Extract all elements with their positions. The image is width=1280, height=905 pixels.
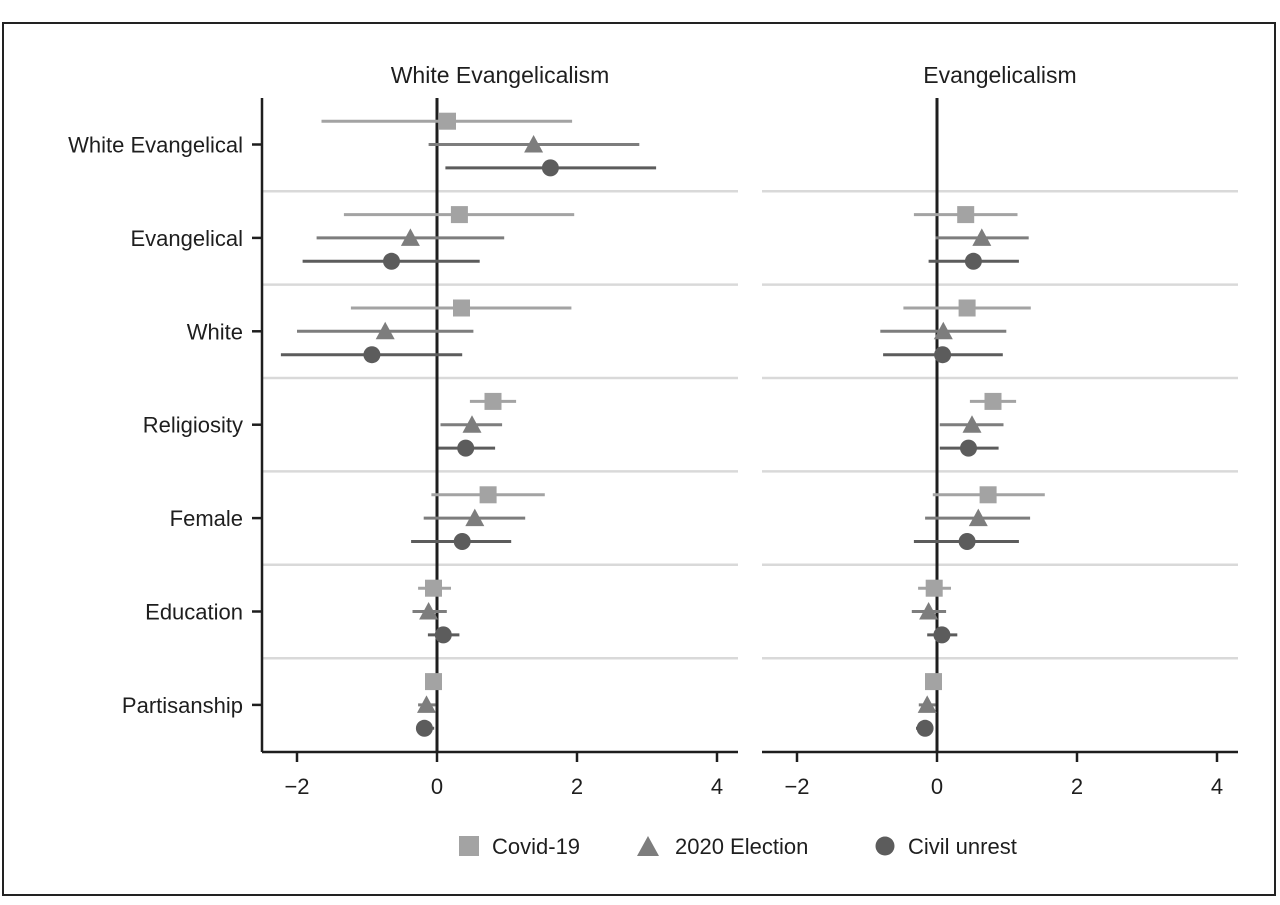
y-tick-label: White (187, 319, 243, 344)
panel-title: Evangelicalism (923, 62, 1076, 88)
point-covid-white-evangelical (439, 112, 456, 130)
legend-label-election: 2020 Election (675, 834, 808, 859)
point-unrest-evangelical (383, 252, 400, 270)
panel-evangelicalism: Evangelicalism −2 0 2 4 (762, 62, 1238, 799)
point-covid-religiosity (484, 392, 502, 410)
legend-label-covid: Covid-19 (492, 834, 580, 859)
y-tick-label: Education (145, 600, 243, 625)
point-election-religiosity (962, 415, 982, 433)
point-covid-white (453, 299, 470, 317)
legend-marker-unrest (875, 836, 895, 856)
panel-white-evangelicalism: White Evangelicalism White Evangelical Ev… (68, 62, 738, 799)
x-tick-label: 4 (1211, 774, 1223, 799)
y-tick-label: Female (170, 506, 243, 531)
point-covid-evangelical (450, 206, 468, 224)
point-unrest-evangelical (964, 252, 982, 270)
y-tick-label: White Evangelical (68, 133, 243, 158)
point-election-white (375, 321, 395, 340)
legend-marker-election (637, 836, 659, 856)
point-unrest-white-evangelical (541, 159, 559, 177)
point-election-education (419, 602, 439, 620)
x-tick-label: 0 (931, 774, 943, 799)
point-election-female (465, 508, 485, 527)
point-unrest-partisanship (916, 719, 934, 737)
legend-label-unrest: Civil unrest (908, 834, 1017, 859)
x-tick-label: −2 (284, 774, 309, 799)
point-election-female (968, 508, 988, 527)
point-covid-religiosity (984, 392, 1002, 410)
point-covid-white (958, 299, 976, 317)
point-unrest-white (363, 346, 381, 364)
point-unrest-partisanship (415, 719, 433, 737)
point-covid-female (979, 486, 997, 504)
figure-frame (2, 22, 1276, 896)
point-covid-female (479, 486, 497, 504)
point-election-education (919, 602, 939, 620)
point-election-partisanship (917, 695, 937, 713)
point-covid-education (425, 579, 442, 597)
point-covid-partisanship (925, 673, 942, 691)
x-tick-label: 4 (711, 774, 723, 799)
y-tick-label: Partisanship (122, 693, 243, 718)
point-election-religiosity (462, 415, 482, 433)
panel-title: White Evangelicalism (391, 62, 610, 88)
point-unrest-female (958, 533, 976, 550)
point-election-white (933, 321, 953, 340)
point-covid-evangelical (957, 206, 975, 224)
point-covid-partisanship (425, 673, 442, 691)
chart-legend: Covid-19 2020 Election Civil unrest (459, 834, 1017, 859)
point-unrest-white (934, 346, 952, 364)
point-election-white-evangelical (524, 135, 544, 153)
x-tick-label: −2 (784, 774, 809, 799)
point-unrest-education (933, 626, 951, 644)
x-tick-label: 0 (431, 774, 443, 799)
x-tick-label: 2 (1071, 774, 1083, 799)
legend-marker-covid (459, 836, 479, 856)
point-covid-education (925, 579, 943, 597)
chart-panels: White Evangelicalism White Evangelical Ev… (68, 62, 1238, 799)
x-tick-label: 2 (571, 774, 583, 799)
point-unrest-female (453, 533, 471, 550)
point-unrest-education (434, 626, 452, 644)
point-election-evangelical (972, 228, 992, 246)
point-unrest-religiosity (457, 439, 475, 457)
y-tick-label: Religiosity (143, 413, 243, 438)
point-election-partisanship (417, 695, 436, 713)
point-election-evangelical (400, 228, 420, 246)
y-tick-label: Evangelical (130, 226, 243, 251)
point-unrest-religiosity (960, 439, 977, 457)
